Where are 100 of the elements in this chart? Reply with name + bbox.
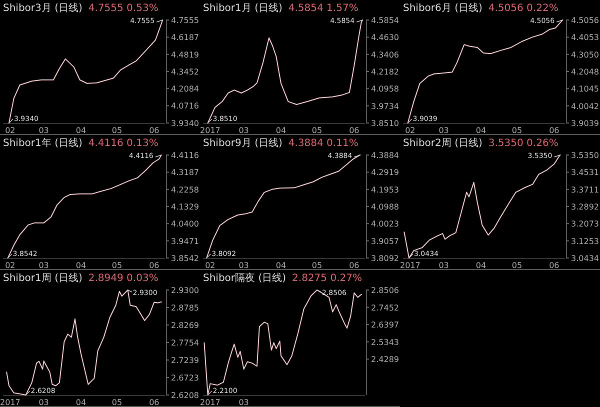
chart-subtitle: 3.5350 0.26%	[488, 138, 558, 149]
x-tick-label: 04	[76, 398, 86, 407]
x-tick-label: 2017	[400, 261, 420, 270]
y-tick-label: 3.5350	[571, 151, 599, 160]
chart-subtitle: 4.4116 0.13%	[88, 138, 158, 149]
x-tick-label: 03	[238, 398, 249, 407]
y-tick-label: 2.7452	[371, 303, 399, 312]
chart-title: Shibor1月 (日线)	[203, 2, 282, 14]
x-tick-label: 05	[112, 261, 122, 270]
y-tick-label: 4.6187	[171, 33, 199, 42]
y-tick-label: 4.5056	[571, 16, 599, 25]
y-tick-label: 2.6397	[371, 320, 399, 330]
x-tick-label: 06	[149, 261, 160, 270]
line-series	[6, 290, 162, 396]
y-tick-label: 3.9039	[571, 119, 599, 128]
y-tick-label: 3.9057	[371, 236, 399, 246]
y-tick-label: 2.7239	[171, 356, 199, 365]
y-tick-label: 2.8506	[371, 286, 399, 295]
line-series	[206, 154, 361, 258]
y-tick-label: 2.8785	[171, 303, 199, 312]
y-tick-label: 4.7555	[171, 16, 199, 25]
x-tick-label: 02	[405, 126, 416, 135]
chart-title: Shibor2周 (日线)	[403, 137, 482, 149]
y-tick-label: 3.2892	[571, 202, 599, 212]
y-tick-label: 4.0023	[371, 220, 399, 229]
y-tick-label: 2.6208	[171, 391, 199, 400]
line-series	[407, 20, 564, 124]
y-tick-label: 3.9734	[371, 102, 399, 111]
y-tick-label: 4.3452	[171, 67, 199, 76]
y-tick-label: 3.9471	[171, 236, 199, 246]
x-tick-label: 04	[276, 261, 286, 270]
y-tick-label: 4.2258	[171, 185, 199, 194]
chart-subtitle: 2.8275 0.27%	[292, 273, 362, 284]
y-tick-label: 2.8269	[171, 321, 199, 330]
x-tick-label: 05	[512, 261, 522, 270]
y-tick-label: 3.8510	[371, 119, 399, 128]
chart-title: Shibor3月 (日线)	[3, 2, 82, 14]
x-tick-label: 06	[349, 126, 360, 135]
x-tick-label: 2017	[200, 126, 220, 135]
chart-title: Shibor1周 (日线)	[3, 272, 82, 284]
y-tick-label: 4.0716	[171, 102, 199, 111]
y-tick-label: 4.4116	[171, 151, 199, 160]
x-tick-label: 2017	[0, 398, 20, 407]
x-tick-label: 02	[5, 126, 16, 135]
x-tick-label: 03	[238, 261, 249, 270]
x-tick-label: 06	[349, 261, 360, 270]
y-tick-label: 4.2084	[171, 84, 199, 94]
y-tick-label: 4.3406	[371, 50, 399, 60]
y-tick-label: 4.0958	[371, 84, 399, 94]
y-tick-label: 3.9340	[171, 119, 199, 128]
chart-subtitle: 4.5056 0.22%	[488, 3, 558, 14]
line-series	[8, 20, 164, 124]
line-series	[404, 154, 561, 258]
y-tick-label: 4.2182	[371, 68, 399, 76]
x-tick-label: 03	[38, 398, 49, 407]
x-tick-label: 03	[38, 261, 49, 270]
y-tick-label: 4.0042	[571, 102, 599, 111]
y-tick-label: 4.4630	[371, 33, 399, 42]
y-tick-label: 2.6723	[171, 374, 199, 383]
y-tick-label: 3.8542	[171, 254, 199, 263]
y-tick-label: 4.4819	[171, 50, 199, 60]
y-tick-label: 3.3711	[571, 185, 599, 194]
x-tick-label: 03	[238, 126, 249, 135]
x-tick-label: 05	[112, 126, 122, 135]
y-tick-label: 4.0988	[371, 202, 399, 212]
x-tick-label: 04	[76, 261, 86, 270]
x-tick-label: 06	[549, 126, 560, 135]
y-tick-label: 2.4289	[371, 355, 399, 364]
x-tick-label: 03	[438, 261, 449, 270]
x-tick-label: 04	[476, 261, 486, 270]
x-tick-label: 06	[149, 398, 160, 407]
chart-title: Shibor1年 (日线)	[3, 137, 82, 149]
y-tick-label: 4.2919	[371, 168, 399, 178]
x-tick-label: 06	[549, 261, 560, 270]
y-tick-label: 4.3187	[171, 168, 199, 178]
y-tick-label: 3.4531	[571, 168, 599, 178]
y-tick-label: 4.1953	[371, 185, 399, 194]
x-tick-label: 05	[112, 398, 122, 407]
chart-title: Shibor9月 (日线)	[203, 137, 282, 149]
y-tick-label: 2.5343	[371, 338, 399, 347]
x-tick-label: 05	[512, 126, 522, 135]
x-tick-label: 04	[276, 126, 286, 135]
y-tick-label: 3.8092	[371, 254, 399, 263]
line-series	[7, 154, 162, 258]
y-tick-label: 2.7754	[171, 338, 199, 348]
y-tick-label: 2.9300	[171, 286, 199, 295]
x-tick-label: 04	[76, 126, 86, 135]
y-tick-label: 4.0400	[171, 220, 199, 229]
y-tick-label: 3.2073	[571, 220, 599, 229]
x-tick-label: 04	[476, 126, 486, 135]
y-tick-label: 4.3050	[571, 50, 599, 60]
chart-subtitle: 2.8949 0.03%	[88, 273, 158, 284]
y-tick-label: 3.0434	[571, 254, 599, 263]
line-series	[207, 20, 364, 124]
y-tick-label: 4.4053	[571, 33, 599, 42]
y-tick-label: 4.3884	[371, 151, 399, 160]
chart-title: Shibor6月 (日线)	[403, 2, 482, 14]
chart-subtitle: 4.3884 0.11%	[288, 138, 358, 149]
y-tick-label: 3.1253	[571, 236, 599, 246]
x-tick-label: 03	[38, 126, 49, 135]
